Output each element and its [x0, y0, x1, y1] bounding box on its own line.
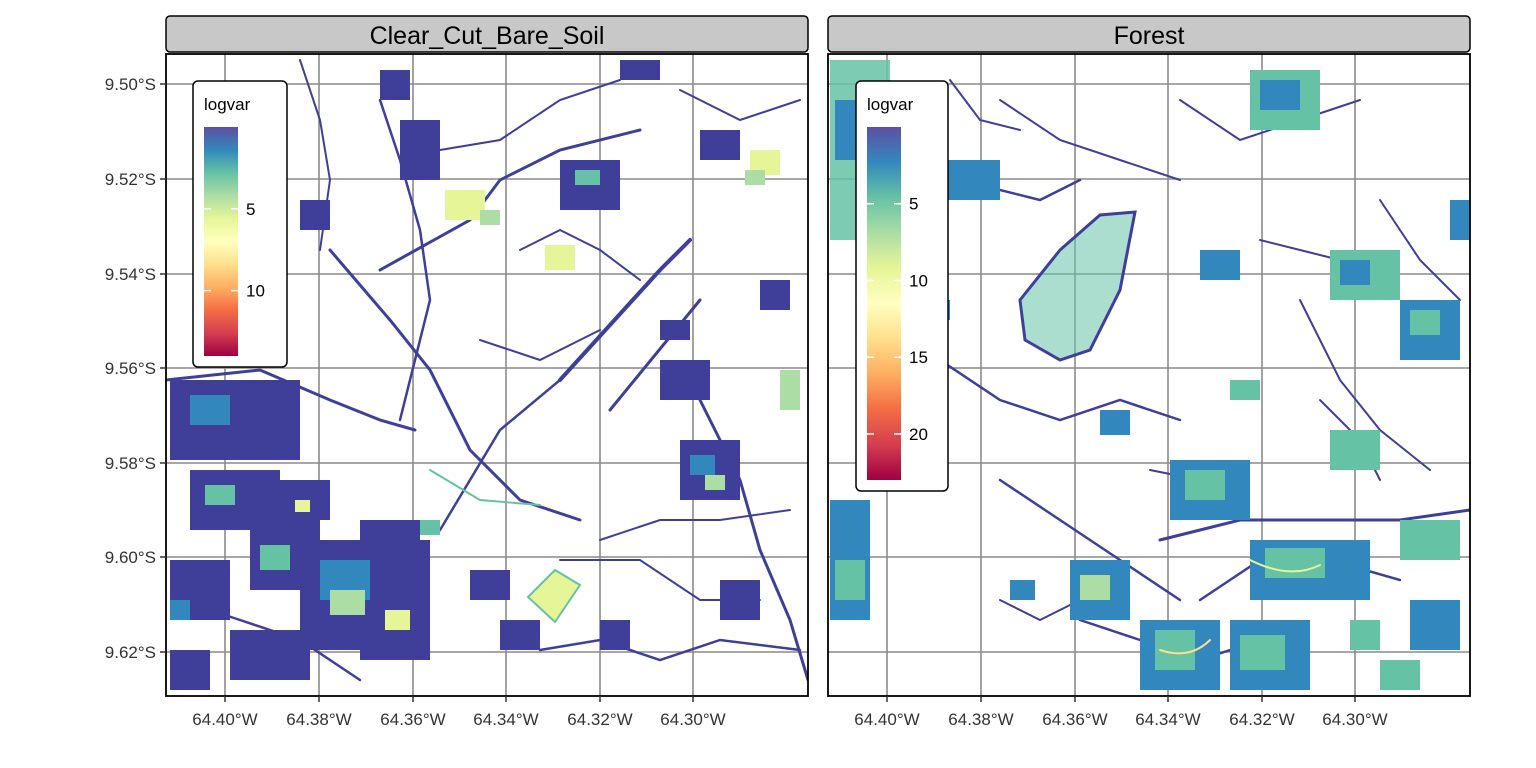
- lon-tick-label: 64.34°W: [473, 710, 538, 729]
- panel-border-clear-cut: [165, 53, 809, 697]
- colorbar-clear-cut: [204, 127, 238, 356]
- lon-tick-label: 64.36°W: [380, 710, 445, 729]
- legend-clear-cut: logvar 5 10: [192, 80, 288, 368]
- panel-border-forest: [827, 53, 1471, 697]
- legend-forest: logvar 5 10 15 20: [855, 80, 949, 492]
- lon-tick-label: 64.36°W: [1042, 710, 1107, 729]
- lon-tick-label: 64.34°W: [1135, 710, 1200, 729]
- facet-panel-forest: Forest: [827, 15, 1471, 729]
- strip-forest: [827, 15, 1471, 53]
- longitude-axis-clear-cut: 64.40°W 64.38°W 64.36°W 64.34°W 64.32°W 64.30…: [192, 696, 726, 729]
- latitude-axis: 9.50°S 9.52°S 9.54°S 9.56°S 9.58°S 9.60°S 9.62…: [105, 75, 166, 662]
- lat-tick-label: 9.54°S: [105, 265, 156, 284]
- colorbar-label: 5: [246, 200, 255, 219]
- longitude-axis-forest: 64.40°W 64.38°W 64.36°W 64.34°W 64.32°W 64.30…: [854, 696, 1388, 729]
- panel-title-forest: Forest: [1114, 22, 1185, 50]
- lon-tick-label: 64.30°W: [660, 710, 725, 729]
- lon-tick-label: 64.38°W: [286, 710, 351, 729]
- lat-tick-label: 9.62°S: [105, 643, 156, 662]
- colorbar-label: 15: [909, 348, 928, 367]
- colorbar-label: 10: [246, 282, 265, 301]
- lon-tick-label: 64.30°W: [1322, 710, 1387, 729]
- legend-ticks-forest: 5 10 15 20: [867, 195, 928, 444]
- colorbar-label: 10: [909, 271, 928, 290]
- lon-tick-label: 64.32°W: [1229, 710, 1294, 729]
- panel-title-clear-cut: Clear_Cut_Bare_Soil: [370, 22, 605, 50]
- facet-panel-clear-cut: Clear_Cut_Bare_Soil: [105, 15, 809, 729]
- lat-tick-label: 9.56°S: [105, 359, 156, 378]
- colorbar-label: 5: [909, 195, 918, 214]
- raster-clear-cut: [166, 59, 808, 690]
- strip-clear-cut: [165, 15, 809, 53]
- lon-tick-label: 64.40°W: [854, 710, 919, 729]
- lon-tick-label: 64.38°W: [948, 710, 1013, 729]
- lat-tick-label: 9.58°S: [105, 454, 156, 473]
- colorbar-forest: [867, 127, 901, 480]
- lon-tick-label: 64.32°W: [567, 710, 632, 729]
- legend-title-clear-cut: logvar: [204, 95, 251, 114]
- legend-title-forest: logvar: [867, 95, 914, 114]
- lat-tick-label: 9.50°S: [105, 75, 156, 94]
- lon-tick-label: 64.40°W: [192, 710, 257, 729]
- colorbar-label: 20: [909, 425, 928, 444]
- legend-ticks-clear-cut: 5 10: [204, 200, 265, 301]
- lat-tick-label: 9.52°S: [105, 170, 156, 189]
- lat-tick-label: 9.60°S: [105, 548, 156, 567]
